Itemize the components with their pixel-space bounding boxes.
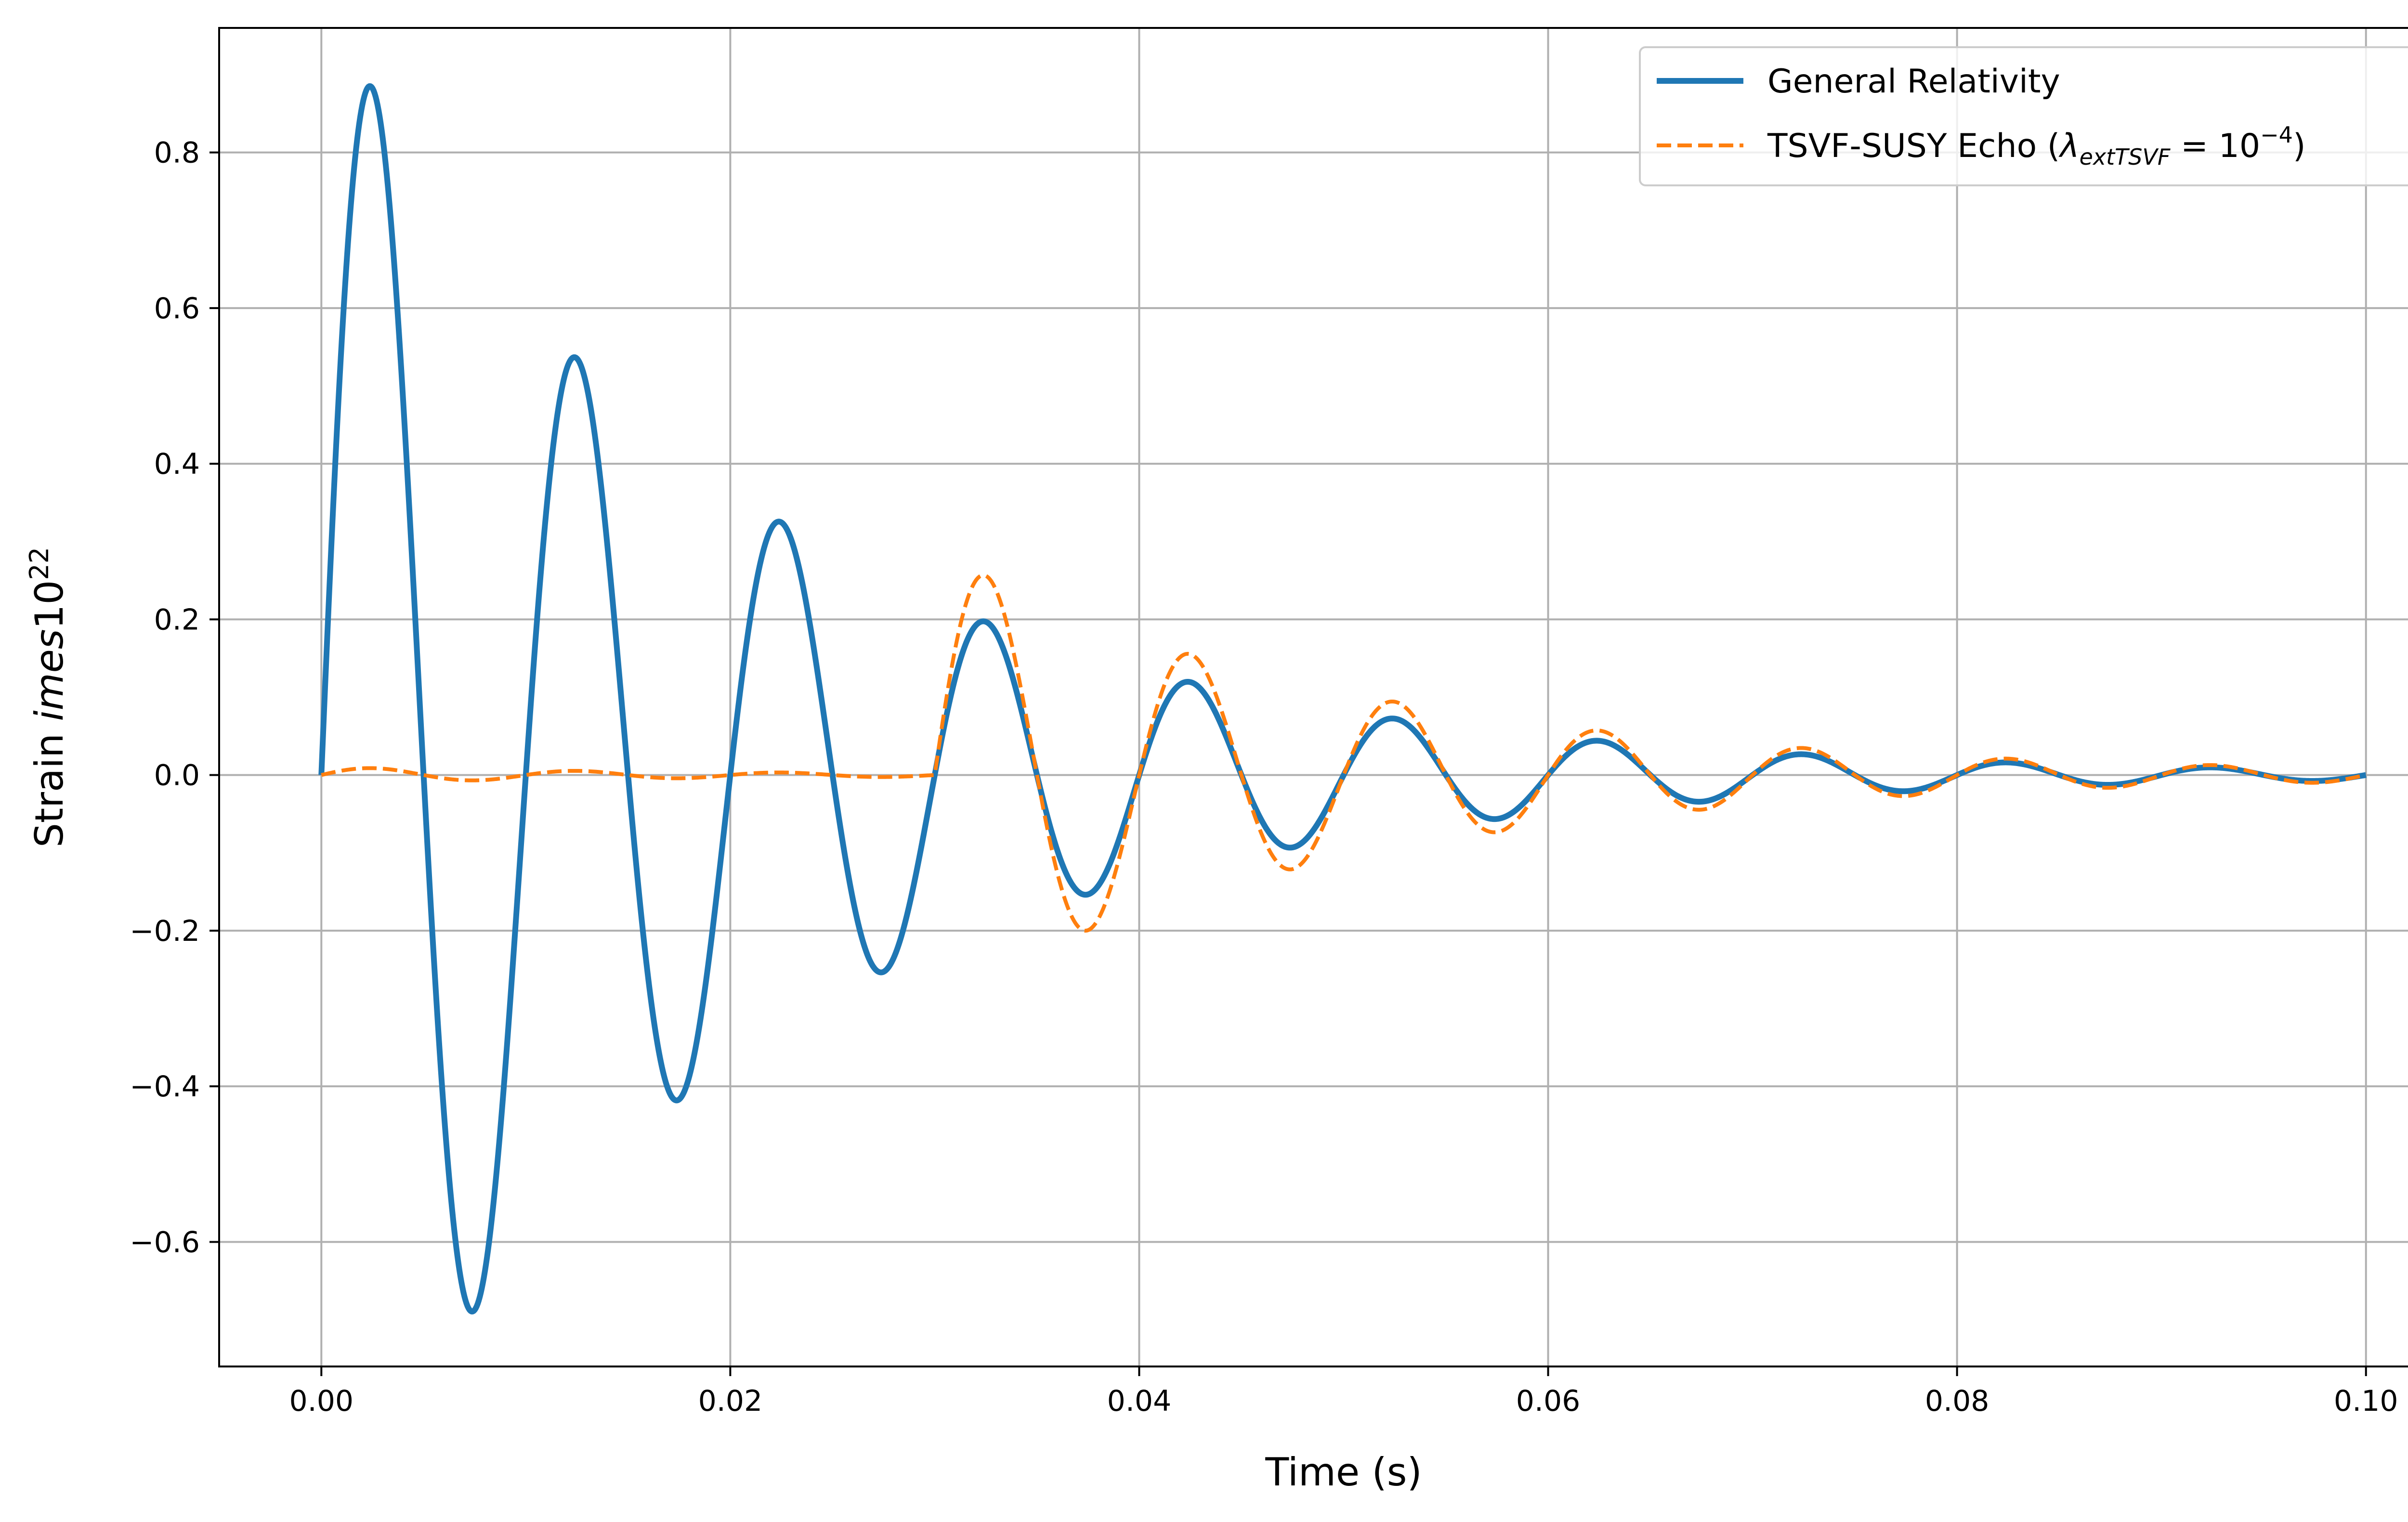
x-tick-label: 0.02 xyxy=(698,1384,763,1418)
legend-echo-prefix: TSVF-SUSY Echo ( xyxy=(1767,127,2060,165)
legend-label-echo: TSVF-SUSY Echo (λextTSVF = 10−4) xyxy=(1767,122,2305,170)
y-tick-label: 0.2 xyxy=(154,603,200,637)
y-axis: −0.6 −0.4 −0.2 0.0 0.2 0.4 0.6 0.8 xyxy=(130,136,219,1259)
x-tick-label: 0.06 xyxy=(1516,1384,1581,1418)
legend-echo-subscript: extTSVF xyxy=(2080,144,2171,170)
y-tick-label: 0.6 xyxy=(154,292,200,325)
plot-lines xyxy=(318,83,2368,1314)
series-line-0 xyxy=(318,83,2368,1314)
legend-echo-equals: = xyxy=(2170,127,2218,165)
y-tick-label: −0.6 xyxy=(130,1225,200,1259)
legend: General Relativity TSVF-SUSY Echo (λextT… xyxy=(1639,46,2408,186)
legend-echo-suffix: ) xyxy=(2293,127,2306,165)
y-tick-label: −0.4 xyxy=(130,1070,200,1104)
legend-echo-symbol: λ xyxy=(2058,127,2079,165)
series-line-1 xyxy=(320,573,2367,933)
x-axis-label: Time (s) xyxy=(1265,1450,1422,1495)
legend-box xyxy=(1639,46,2408,186)
x-tick-label: 0.10 xyxy=(2334,1384,2398,1418)
y-axis-label-italic: imes xyxy=(27,629,72,721)
y-tick-label: −0.2 xyxy=(130,914,200,948)
x-tick-label: 0.00 xyxy=(289,1384,353,1418)
x-tick-label: 0.08 xyxy=(1925,1384,1989,1418)
plot-frame xyxy=(218,27,2408,1367)
y-axis-label-base: 10 xyxy=(27,580,72,629)
y-tick-label: 0.8 xyxy=(154,136,200,170)
y-tick-label: 0.4 xyxy=(154,447,200,481)
y-axis-label-superscript: 22 xyxy=(24,547,54,580)
y-axis-label: Strain imes1022 xyxy=(24,547,72,847)
y-axis-label-main: Strain xyxy=(27,721,72,847)
y-tick-label: 0.0 xyxy=(154,759,200,793)
legend-echo-base: 10 xyxy=(2219,127,2261,165)
x-tick-label: 0.04 xyxy=(1107,1384,1172,1418)
x-axis: 0.00 0.02 0.04 0.06 0.08 0.10 xyxy=(289,1366,2398,1418)
legend-echo-exponent: −4 xyxy=(2260,122,2293,148)
legend-label-gr: General Relativity xyxy=(1767,63,2060,101)
